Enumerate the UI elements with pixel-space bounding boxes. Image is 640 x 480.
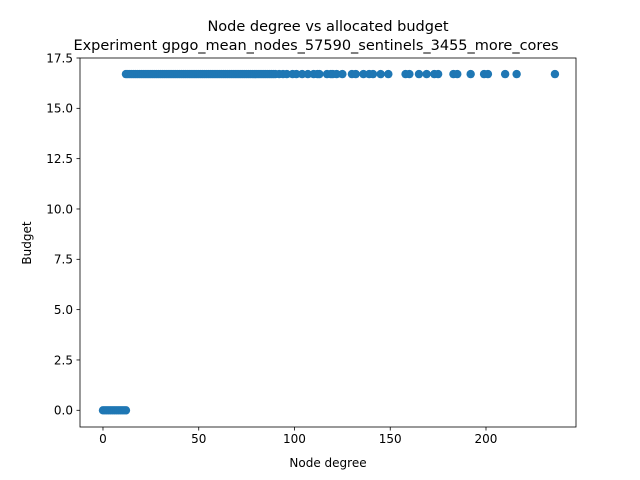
y-tick-label: 17.5	[46, 51, 73, 65]
data-point	[550, 69, 560, 79]
y-axis-ticks: 0.0 2.5 5.0 7.5 10.0 12.5 15.0 17.5	[46, 51, 80, 418]
x-tick-label: 150	[379, 432, 402, 446]
data-point	[453, 69, 462, 79]
data-point	[359, 69, 368, 79]
y-tick-label: 15.0	[46, 102, 73, 116]
data-point	[338, 69, 347, 79]
x-tick-label: 0	[99, 432, 107, 446]
data-point	[121, 406, 131, 415]
data-point	[297, 69, 307, 79]
data-point	[466, 69, 475, 79]
y-tick-label: 2.5	[54, 353, 73, 367]
y-tick-label: 5.0	[54, 303, 73, 317]
plot-frame	[79, 57, 577, 428]
data-point	[500, 69, 510, 79]
y-tick-label: 7.5	[54, 253, 73, 267]
x-tick-label: 200	[475, 432, 498, 446]
data-point	[332, 69, 341, 79]
data-point	[303, 69, 313, 79]
data-point	[422, 69, 431, 79]
x-tick-label: 50	[191, 432, 206, 446]
x-tick-label: 100	[283, 432, 306, 446]
y-tick-label: 0.0	[54, 404, 73, 418]
data-point	[351, 69, 360, 79]
data-point	[512, 69, 521, 79]
chart-subtitle: Experiment gpgo_mean_nodes_57590_sentine…	[73, 38, 558, 54]
data-point	[376, 69, 385, 79]
data-point	[414, 69, 424, 79]
data-point	[433, 69, 443, 79]
chart-title: Node degree vs allocated budget	[207, 19, 448, 35]
y-tick-label: 10.0	[46, 202, 73, 216]
data-point	[384, 69, 393, 79]
x-axis-ticks: 0 50 100 150 200	[99, 427, 497, 446]
data-points	[98, 69, 560, 415]
y-tick-label: 12.5	[46, 152, 73, 166]
data-point	[405, 69, 414, 79]
data-point	[292, 69, 301, 79]
data-point	[315, 69, 324, 79]
data-point	[483, 69, 493, 79]
y-axis-label: Budget	[20, 221, 34, 264]
x-axis-label: Node degree	[289, 456, 366, 470]
data-point	[368, 69, 378, 79]
data-point	[282, 69, 292, 79]
